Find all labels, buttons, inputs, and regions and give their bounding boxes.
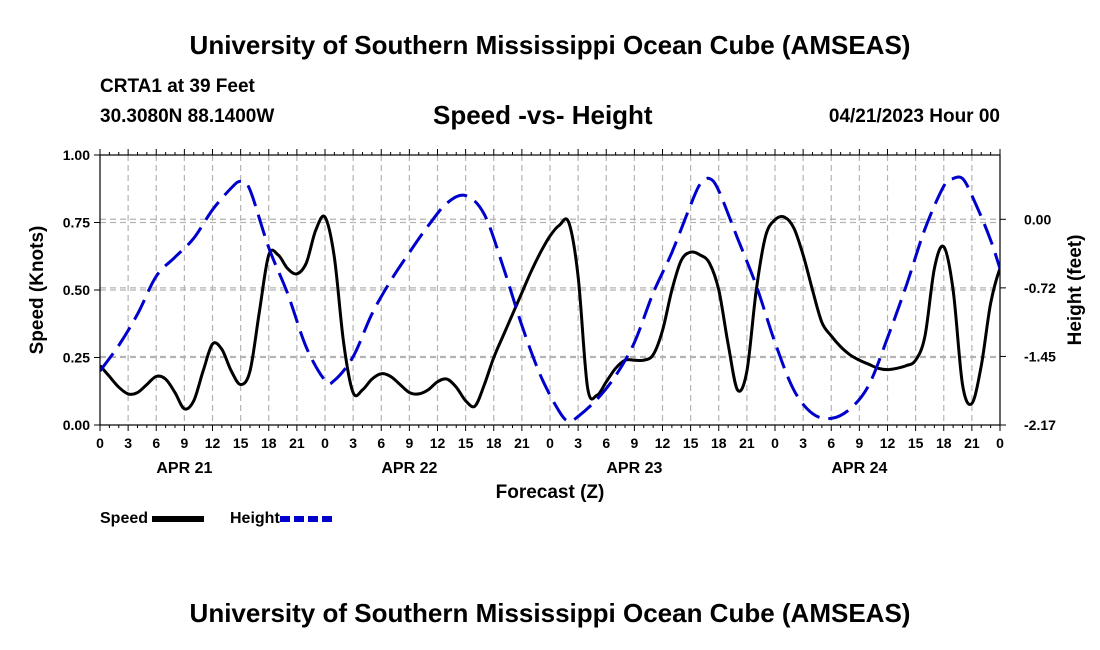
x-tick-label: 3 <box>349 435 357 451</box>
x-tick-label: 3 <box>799 435 807 451</box>
x-day-label: APR 22 <box>381 460 437 477</box>
x-tick-label: 6 <box>152 435 160 451</box>
chart-subtitle: Speed -vs- Height <box>433 100 653 130</box>
x-tick-label: 21 <box>964 435 980 451</box>
x-tick-label: 9 <box>630 435 638 451</box>
series-speed-line <box>100 214 1000 411</box>
x-tick-label: 18 <box>261 435 277 451</box>
x-tick-label: 3 <box>124 435 132 451</box>
y-axis-right-label: Height (feet) <box>1065 235 1086 346</box>
x-tick-label: 0 <box>321 435 329 451</box>
x-tick-label: 21 <box>289 435 305 451</box>
x-tick-label: 0 <box>546 435 554 451</box>
legend-height-label: Height <box>230 510 280 527</box>
x-tick-label: 12 <box>880 435 896 451</box>
legend-height-swatch <box>279 515 332 522</box>
y-right-tick-label: -2.17 <box>1024 417 1056 433</box>
x-tick-label: 0 <box>996 435 1004 451</box>
x-tick-label: 18 <box>936 435 952 451</box>
series-height-line <box>100 175 1000 423</box>
x-tick-label: 15 <box>908 435 924 451</box>
legend-height: Height <box>230 510 332 528</box>
x-day-label: APR 24 <box>831 460 887 477</box>
x-tick-label: 12 <box>655 435 671 451</box>
x-tick-label: 6 <box>377 435 385 451</box>
chart-series <box>100 175 1000 423</box>
x-tick-label: 21 <box>739 435 755 451</box>
y-right-tick-label: -1.45 <box>1024 348 1056 364</box>
footer-title: University of Southern Mississippi Ocean… <box>189 598 911 628</box>
x-tick-label: 6 <box>602 435 610 451</box>
x-tick-label: 21 <box>514 435 530 451</box>
station-label: CRTA1 at 39 Feet <box>100 76 255 97</box>
x-tick-label: 12 <box>205 435 221 451</box>
y-left-tick-label: 0.50 <box>63 282 90 298</box>
chart-axes: 0 3 6 9 12 15 18 21 0 3 6 9 12 15 18 21 0 3 6 9 12 15 18 21 0 3 6 9… <box>63 147 1056 477</box>
x-axis-label: Forecast (Z) <box>495 482 605 503</box>
y-left-tick-label: 1.00 <box>63 147 90 163</box>
legend-speed-swatch <box>152 515 205 522</box>
x-tick-label: 18 <box>486 435 502 451</box>
y-left-tick-label: 0.25 <box>63 350 90 366</box>
x-day-label: APR 23 <box>606 460 662 477</box>
page-title: University of Southern Mississippi Ocean… <box>189 30 911 60</box>
x-tick-label: 12 <box>430 435 446 451</box>
y-axis-left-label: Speed (Knots) <box>27 226 48 355</box>
legend-speed: Speed <box>100 510 205 528</box>
x-tick-label: 9 <box>855 435 863 451</box>
x-tick-label: 15 <box>683 435 699 451</box>
x-tick-label: 6 <box>827 435 835 451</box>
x-tick-label: 9 <box>405 435 413 451</box>
x-tick-label: 15 <box>458 435 474 451</box>
x-tick-label: 3 <box>574 435 582 451</box>
forecast-datetime: 04/21/2023 Hour 00 <box>828 106 1000 127</box>
y-right-tick-label: 0.00 <box>1024 211 1051 227</box>
x-tick-label: 15 <box>233 435 249 451</box>
station-coordinates: 30.3080N 88.1400W <box>100 106 275 127</box>
legend-speed-label: Speed <box>100 510 149 527</box>
y-right-tick-label: -0.72 <box>1024 280 1056 296</box>
x-day-label: APR 21 <box>156 460 212 477</box>
x-tick-label: 18 <box>711 435 727 451</box>
chart-grid <box>100 155 1000 425</box>
y-left-tick-label: 0.75 <box>63 215 90 231</box>
x-tick-label: 9 <box>180 435 188 451</box>
x-tick-label: 0 <box>96 435 104 451</box>
x-tick-label: 0 <box>771 435 779 451</box>
y-left-tick-label: 0.00 <box>63 417 90 433</box>
